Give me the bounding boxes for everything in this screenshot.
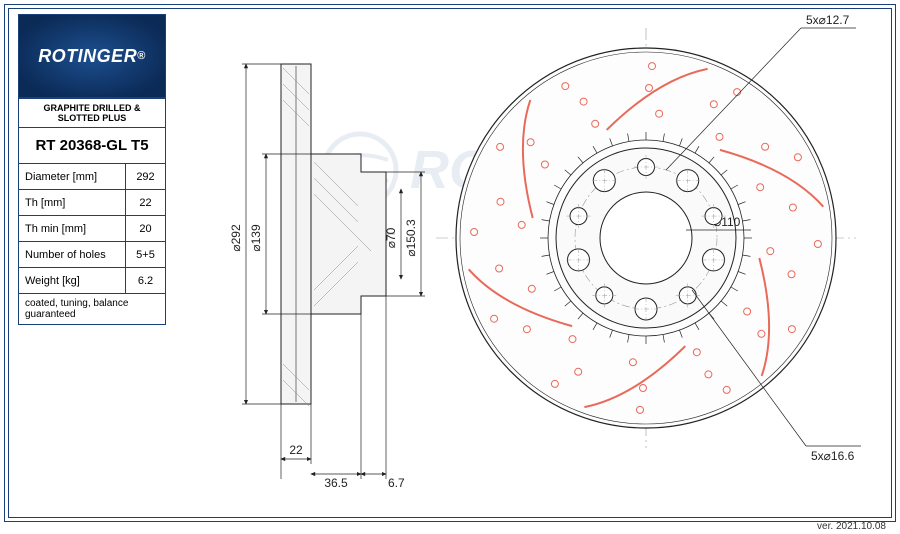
brand-logo: ROTINGER® <box>18 14 166 98</box>
spec-label: Diameter [mm] <box>19 164 126 190</box>
side-view: ⌀292 ⌀139 ⌀70 ⌀150.3 22 36.5 6.7 <box>229 64 425 490</box>
brand-name: ROTINGER <box>38 46 137 67</box>
table-row: Weight [kg]6.2 <box>19 268 166 294</box>
table-row: Th [mm]22 <box>19 190 166 216</box>
dim-thickness: 22 <box>289 443 303 457</box>
product-line: GRAPHITE DRILLED & SLOTTED PLUS <box>19 99 166 128</box>
version-label: ver. 2021.10.08 <box>817 521 886 532</box>
spec-value: 5+5 <box>126 242 166 268</box>
technical-drawing: ⌀292 ⌀139 ⌀70 ⌀150.3 22 36.5 6.7 <box>186 14 886 514</box>
table-row: Th min [mm]20 <box>19 216 166 242</box>
footer-note: coated, tuning, balance guaranteed <box>19 294 166 325</box>
dim-bore: ⌀70 <box>384 227 398 248</box>
spec-value: 6.2 <box>126 268 166 294</box>
spec-label: Th min [mm] <box>19 216 126 242</box>
front-view: ⌀110 5x⌀12.7 5x⌀16.6 <box>436 14 861 463</box>
spec-value: 22 <box>126 190 166 216</box>
dim-step: ⌀150.3 <box>404 219 418 257</box>
spec-label: Number of holes <box>19 242 126 268</box>
table-row: Diameter [mm]292 <box>19 164 166 190</box>
dim-hat-depth: 36.5 <box>324 476 348 490</box>
spec-label: Th [mm] <box>19 190 126 216</box>
dim-hat-od: ⌀139 <box>249 224 263 252</box>
dim-flange: 6.7 <box>388 476 405 490</box>
dim-large-holes: 5x⌀16.6 <box>811 449 855 463</box>
spec-value: 292 <box>126 164 166 190</box>
spec-value: 20 <box>126 216 166 242</box>
table-row: Number of holes5+5 <box>19 242 166 268</box>
registered-mark: ® <box>137 50 146 62</box>
part-number: RT 20368-GL T5 <box>19 128 166 164</box>
spec-table: GRAPHITE DRILLED & SLOTTED PLUS RT 20368… <box>18 98 166 325</box>
dim-outer-d: ⌀292 <box>229 224 243 252</box>
spec-label: Weight [kg] <box>19 268 126 294</box>
dim-small-holes: 5x⌀12.7 <box>806 14 850 27</box>
